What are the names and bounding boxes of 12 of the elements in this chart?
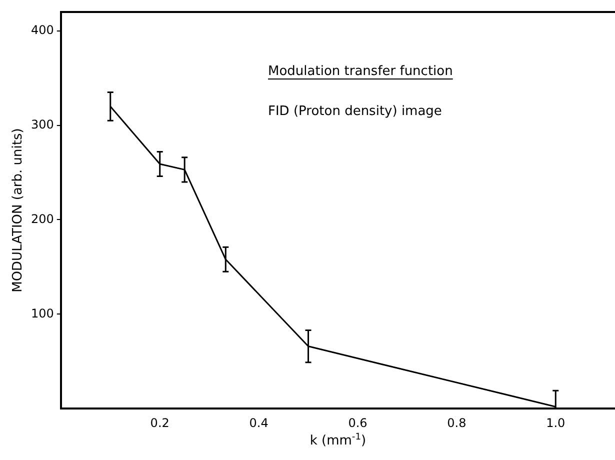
x-tick-label: 0.6 bbox=[348, 416, 368, 430]
y-axis-title: MODULATION (arb. units) bbox=[10, 128, 26, 292]
y-tick-label: 100 bbox=[31, 306, 54, 320]
x-tick-label: 0.8 bbox=[447, 416, 466, 430]
y-tick-label: 200 bbox=[31, 212, 54, 226]
annotation: Modulation transfer function bbox=[268, 64, 453, 79]
y-tick-label: 300 bbox=[31, 117, 54, 132]
annotation: FID (Proton density) image bbox=[268, 104, 442, 119]
x-tick-label: 0.2 bbox=[150, 416, 170, 430]
x-tick-label: 1.0 bbox=[546, 416, 566, 430]
x-tick-label: 0.4 bbox=[249, 416, 268, 430]
y-tick-label: 400 bbox=[31, 23, 54, 38]
